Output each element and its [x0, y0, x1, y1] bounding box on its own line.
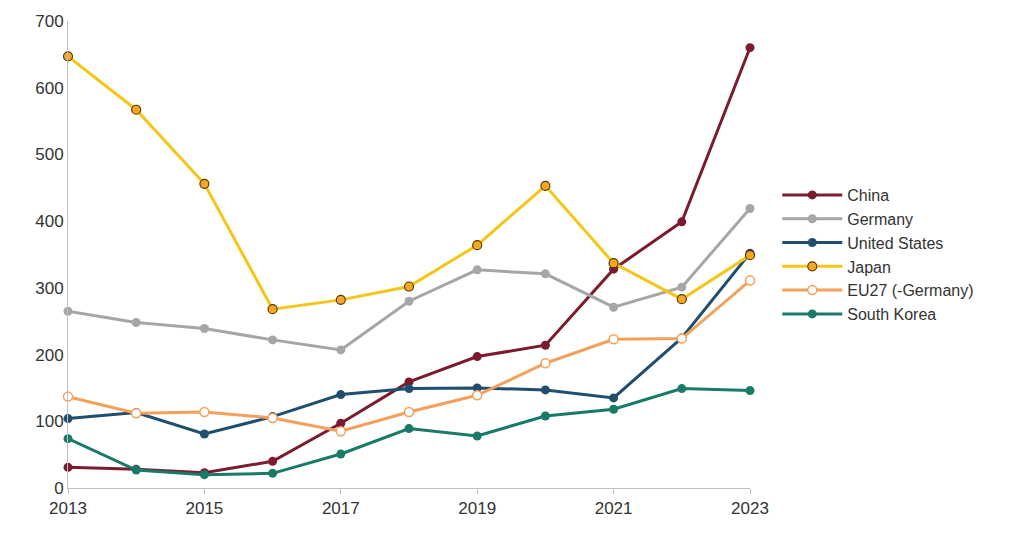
svg-text:400: 400	[35, 212, 63, 231]
svg-text:2019: 2019	[458, 499, 496, 518]
svg-text:2015: 2015	[185, 499, 223, 518]
svg-text:2023: 2023	[731, 499, 769, 518]
svg-text:300: 300	[35, 279, 63, 298]
svg-text:700: 700	[35, 12, 63, 31]
svg-text:600: 600	[35, 79, 63, 98]
svg-text:100: 100	[35, 412, 63, 431]
svg-text:United States: United States	[847, 235, 943, 252]
svg-text:Germany: Germany	[847, 211, 913, 228]
svg-text:200: 200	[35, 346, 63, 365]
svg-text:0: 0	[54, 479, 63, 498]
svg-text:2017: 2017	[322, 499, 360, 518]
svg-text:South Korea: South Korea	[847, 306, 936, 323]
svg-text:EU27 (-Germany): EU27 (-Germany)	[847, 282, 973, 299]
svg-text:Japan: Japan	[847, 259, 891, 276]
svg-text:2013: 2013	[49, 499, 87, 518]
svg-text:2021: 2021	[595, 499, 633, 518]
svg-text:China: China	[847, 187, 889, 204]
svg-text:500: 500	[35, 145, 63, 164]
